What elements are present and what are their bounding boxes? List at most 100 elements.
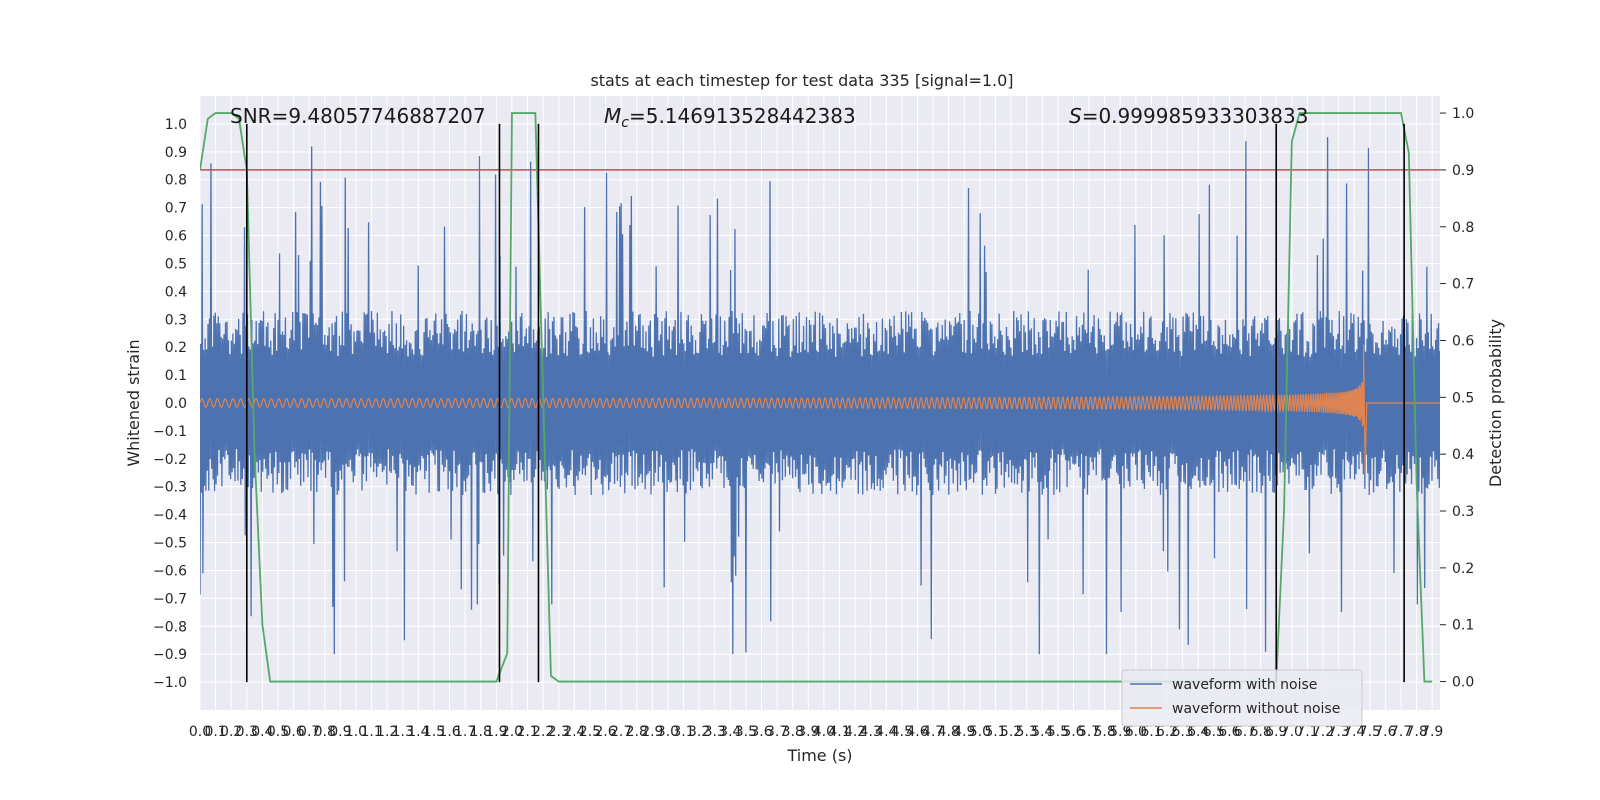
legend-label-noise: waveform with noise: [1172, 677, 1317, 693]
x-tick-label-53: 5.3: [1016, 724, 1038, 740]
x-tick-label-41: 4.1: [828, 724, 850, 740]
legend: waveform with noise waveform without noi…: [1121, 669, 1363, 727]
x-tick-label-57: 5.7: [1078, 724, 1100, 740]
x-tick-label-31: 3.1: [672, 724, 694, 740]
x-tick-label-17: 1.7: [454, 724, 476, 740]
x-tick-label-33: 3.3: [704, 724, 726, 740]
x-tick-label-79: 7.9: [1421, 724, 1443, 740]
x-tick-label-7: 0.7: [298, 724, 320, 740]
x-tick-label-4: 0.4: [251, 724, 273, 740]
x-tick-label-5: 0.5: [267, 724, 289, 740]
x-tick-label-2: 0.2: [220, 724, 242, 740]
x-tick-label-32: 3.2: [688, 724, 710, 740]
y-tick-label-8: −0.2: [153, 452, 187, 468]
x-tick-label-25: 2.5: [579, 724, 601, 740]
x-tick-label-62: 6.2: [1156, 724, 1178, 740]
x-tick-label-46: 4.6: [906, 724, 928, 740]
x-tick-label-9: 0.9: [329, 724, 351, 740]
y-tick-label-0: −1.0: [153, 675, 187, 691]
y2-tick-label-5: 0.5: [1452, 390, 1474, 406]
y2-tick-label-6: 0.6: [1452, 333, 1474, 349]
x-tick-label-43: 4.3: [860, 724, 882, 740]
chart-title: stats at each timestep for test data 335…: [590, 71, 1013, 90]
x-tick-label-60: 6.0: [1125, 724, 1147, 740]
snr-annotation: SNR=9.48057746887207: [230, 104, 486, 128]
x-tick-label-59: 5.9: [1109, 724, 1131, 740]
y2-tick-label-10: 1.0: [1452, 106, 1474, 122]
chirp-mass-annotation: Mc=5.146913528442383: [604, 104, 856, 131]
x-tick-label-73: 7.3: [1327, 724, 1349, 740]
x-tick-label-38: 3.8: [782, 724, 804, 740]
y2-tick-labels: 0.0 0.1 0.2 0.3 0.4 0.5 0.6 0.7 0.8 0.9 1.0: [1440, 106, 1474, 691]
y-tick-label-18: 0.8: [165, 173, 187, 189]
x-tick-label-8: 0.8: [314, 724, 336, 740]
y-tick-label-2: −0.8: [153, 619, 187, 635]
x-tick-label-78: 7.8: [1405, 724, 1427, 740]
x-tick-label-35: 3.5: [735, 724, 757, 740]
x-tick-label-74: 7.4: [1343, 724, 1365, 740]
y-tick-label-19: 0.9: [165, 145, 187, 161]
y2-axis-label: Detection probability: [1486, 319, 1505, 487]
y2-tick-label-0: 0.0: [1452, 675, 1474, 691]
legend-box: [1121, 669, 1363, 727]
x-tick-label-26: 2.6: [594, 724, 616, 740]
y-tick-label-1: −0.9: [153, 647, 187, 663]
x-tick-label-52: 5.2: [1000, 724, 1022, 740]
x-tick-label-58: 5.8: [1094, 724, 1116, 740]
y-tick-label-10: 0.0: [165, 396, 187, 412]
x-tick-label-55: 5.5: [1047, 724, 1069, 740]
y-tick-label-15: 0.5: [165, 256, 187, 272]
x-tick-label-44: 4.4: [875, 724, 897, 740]
x-tick-label-27: 2.7: [610, 724, 632, 740]
x-tick-label-14: 1.4: [407, 724, 429, 740]
y-tick-label-5: −0.5: [153, 536, 187, 552]
x-tick-label-23: 2.3: [548, 724, 570, 740]
x-tick-label-66: 6.6: [1218, 724, 1240, 740]
x-tick-label-70: 7.0: [1281, 724, 1303, 740]
y-tick-label-6: −0.4: [153, 508, 187, 524]
x-tick-label-10: 1.0: [345, 724, 367, 740]
y2-tick-label-1: 0.1: [1452, 618, 1474, 634]
x-tick-label-39: 3.9: [797, 724, 819, 740]
x-tick-label-19: 1.9: [485, 724, 507, 740]
x-tick-label-29: 2.9: [641, 724, 663, 740]
x-tick-label-54: 5.4: [1031, 724, 1053, 740]
x-tick-label-64: 6.4: [1187, 724, 1209, 740]
x-tick-label-48: 4.8: [938, 724, 960, 740]
x-tick-label-20: 2.0: [501, 724, 523, 740]
y-tick-label-7: −0.3: [153, 480, 187, 496]
x-tick-label-42: 4.2: [844, 724, 866, 740]
y2-tick-label-8: 0.8: [1452, 220, 1474, 236]
y2-tick-label-4: 0.4: [1452, 447, 1474, 463]
legend-label-clean: waveform without noise: [1172, 701, 1340, 717]
y-axis-label: Whitened strain: [124, 339, 143, 466]
x-tick-label-75: 7.5: [1359, 724, 1381, 740]
y-tick-label-20: 1.0: [165, 117, 187, 133]
y-tick-labels: −1.0 −0.9 −0.8 −0.7 −0.6 −0.5 −0.4 −0.3 −0.2 −0.1…: [153, 117, 187, 691]
x-tick-label-63: 6.3: [1172, 724, 1194, 740]
x-tick-label-30: 3.0: [657, 724, 679, 740]
x-tick-label-56: 5.6: [1062, 724, 1084, 740]
x-tick-label-21: 2.1: [516, 724, 538, 740]
y-tick-label-14: 0.4: [165, 284, 187, 300]
x-tick-label-76: 7.6: [1374, 724, 1396, 740]
x-tick-label-15: 1.5: [423, 724, 445, 740]
x-tick-label-37: 3.7: [766, 724, 788, 740]
y2-tick-label-7: 0.7: [1452, 277, 1474, 293]
x-tick-label-12: 1.2: [376, 724, 398, 740]
x-tick-label-49: 4.9: [953, 724, 975, 740]
x-tick-label-16: 1.6: [438, 724, 460, 740]
series-waveform-without-noise: [200, 344, 1440, 473]
x-tick-label-67: 6.7: [1234, 724, 1256, 740]
x-tick-label-18: 1.8: [470, 724, 492, 740]
x-axis-label: Time (s): [786, 746, 852, 765]
x-tick-label-3: 0.3: [236, 724, 258, 740]
y-tick-label-17: 0.7: [165, 201, 187, 217]
x-tick-labels: 0.00.10.20.30.40.50.60.70.80.91.01.11.21…: [189, 724, 1443, 740]
x-tick-label-24: 2.4: [563, 724, 585, 740]
x-tick-label-71: 7.1: [1296, 724, 1318, 740]
y2-tick-label-2: 0.2: [1452, 561, 1474, 577]
statistic-annotation: S=0.999985933303833: [1069, 104, 1308, 128]
y-tick-label-16: 0.6: [165, 229, 187, 245]
x-tick-label-69: 6.9: [1265, 724, 1287, 740]
